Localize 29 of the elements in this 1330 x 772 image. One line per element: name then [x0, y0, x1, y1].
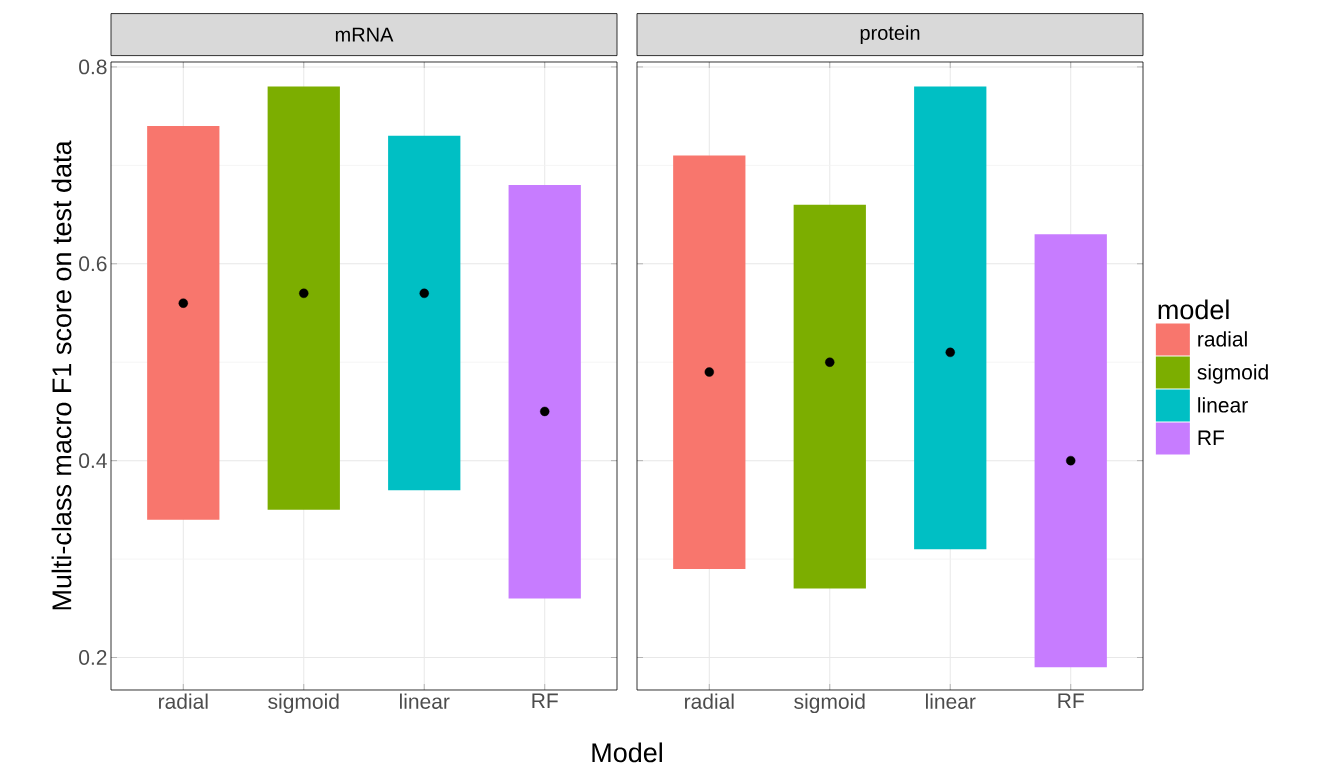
- chart-title: mRNA: [335, 27, 394, 42]
- point: [299, 288, 309, 299]
- point: [945, 347, 955, 358]
- x-tick-label: sigmoid: [268, 693, 339, 714]
- x-axis-title: Model: [592, 742, 662, 763]
- point: [704, 367, 714, 377]
- y-tick-label: 0.8: [79, 59, 107, 75]
- legend-title: model: [1158, 299, 1229, 320]
- legend-label: RF: [1198, 430, 1224, 445]
- x-tick-label: linear: [925, 693, 976, 709]
- legend-label: radial: [1198, 331, 1247, 347]
- x-tick-label: sigmoid: [794, 693, 865, 714]
- x-tick-label: radial: [685, 693, 734, 709]
- y-tick-label: 0.4: [79, 453, 107, 469]
- chart-title: protein: [860, 25, 920, 44]
- x-tick-label: linear: [399, 693, 450, 709]
- point: [1066, 455, 1076, 466]
- x-tick-label: radial: [159, 693, 208, 709]
- point: [178, 298, 188, 308]
- point: [825, 357, 835, 367]
- legend-label: linear: [1198, 397, 1248, 413]
- y-tick-label: 0.6: [79, 256, 107, 272]
- point: [419, 288, 429, 299]
- point: [540, 406, 550, 417]
- y-axis-title: Multi-class macro F1 score on test data: [51, 140, 72, 610]
- x-tick-label: RF: [1058, 693, 1084, 708]
- x-tick-label: RF: [532, 693, 558, 708]
- y-tick-label: 0.2: [79, 650, 107, 665]
- legend-label: sigmoid: [1197, 364, 1268, 384]
